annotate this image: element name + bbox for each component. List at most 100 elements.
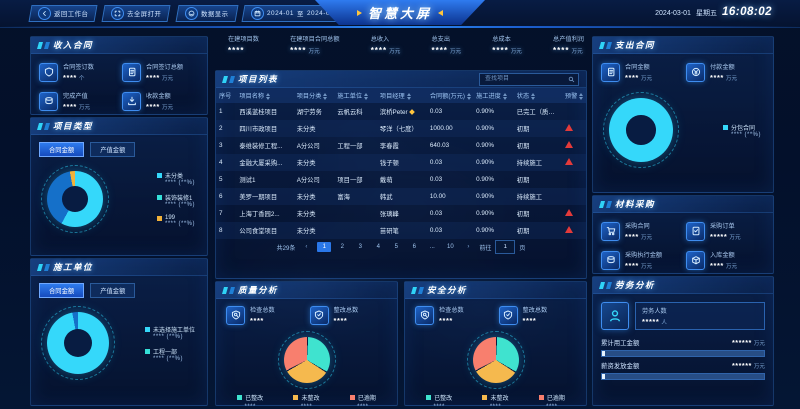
sort-icon[interactable] [406, 92, 411, 100]
display-icon [184, 7, 198, 20]
stat-text: 合同金额 **** 万元 [625, 62, 652, 82]
sort-icon[interactable] [466, 92, 471, 100]
legend-label: 未整改 [490, 396, 509, 402]
table-row[interactable]: 6 美罗一期项目 未分类 富海 韩武 10.00 0.90% 持续施工 [216, 188, 586, 205]
vip-badge-icon [408, 109, 415, 115]
next-page-button[interactable]: › [467, 244, 470, 250]
table-cell: 1 [219, 108, 223, 115]
project-search-box[interactable] [479, 72, 579, 86]
stat-text: 采购订单 ***** 万元 [710, 221, 741, 241]
fullscreen-open-button[interactable]: 去全屏打开 [101, 5, 172, 22]
sort-icon[interactable] [531, 92, 536, 100]
current-date: 2024-03-01 [655, 10, 691, 17]
stat-item: 采购合同 **** 万元 [601, 221, 680, 241]
column-header[interactable]: 项目名称 [236, 88, 294, 103]
column-header[interactable]: 项目经理 [376, 88, 427, 103]
data-display-toggle-button[interactable]: 数据显示 [175, 5, 238, 22]
legend-item[interactable]: 未选择施工单位 **** (**%) [144, 325, 195, 340]
legend-item[interactable]: 装饰装修1 **** (**%) [156, 193, 195, 208]
stat-value: **** 万元 [625, 261, 653, 270]
title-deco [605, 281, 613, 289]
stat-label: 总产值利润 [553, 36, 584, 43]
sort-icon[interactable] [579, 92, 584, 100]
sort-icon[interactable] [323, 92, 328, 100]
table-cell: 未分类 [293, 222, 335, 239]
table-row[interactable]: 1 西溪蓝桂项目 湖宁劳务 云帆云科 滨桥Peter 0.03 0.90% 已完工（质保... [216, 103, 586, 120]
column-header[interactable]: 项目分类 [293, 88, 335, 103]
table-row[interactable]: 5 测试1 A分公司 项目一部 戴萌 0.03 0.90% 初期 [216, 171, 586, 188]
column-header[interactable]: 预警 [561, 88, 586, 103]
legend-item[interactable]: 工程一部 **** (**%) [144, 347, 195, 362]
table-row[interactable]: 7 上海丁香园2... 未分类 张璃峰 0.03 0.90% 初期 [216, 205, 586, 222]
button-label: 去全屏打开 [127, 11, 162, 18]
table-cell: 湖宁劳务 [296, 109, 322, 116]
goto-page-input[interactable] [495, 240, 516, 254]
page-button[interactable]: 1 [317, 242, 332, 252]
legend-item[interactable]: 已逾期 **** [349, 393, 376, 409]
table-cell: 0.90% [476, 108, 494, 115]
legend-value: **** (**%) [152, 355, 183, 362]
column-header[interactable]: 状态 [513, 88, 562, 103]
page-button[interactable]: 3 [358, 244, 362, 250]
legend-item[interactable]: 已整改 **** [237, 393, 263, 409]
construction-unit-panel: 施工单位 合同金额 产值金额 未选择施工单位 **** (**%) 工程一部 ****… [30, 258, 208, 406]
stat-item: 合同签订数 **** 个 [39, 62, 116, 82]
stat-value: **** 万元 [710, 73, 738, 82]
table-cell: 未分类 [293, 154, 335, 171]
legend-item[interactable]: 已逾期 **** [538, 393, 565, 409]
tab-contract-amount[interactable]: 合同金额 [39, 283, 85, 298]
legend-item[interactable]: 分包合同 **** (**%) [722, 123, 761, 138]
sort-icon[interactable] [502, 92, 507, 100]
table-row[interactable]: 8 公司食堂项目 未分类 苗研笔 0.03 0.90% 初期 [216, 222, 586, 239]
legend-item[interactable]: 已整改 **** [426, 393, 452, 409]
legend-label-row: 已整改 [426, 393, 452, 402]
legend-label-row: 已整改 [237, 393, 263, 402]
page-button[interactable]: 6 [412, 244, 416, 250]
date-range-picker[interactable]: 2024-01 至 2024-03 [241, 5, 344, 22]
table-row[interactable]: 3 泰维装修工程... A分公司 工程一部 李春霞 640.03 0.90% 初期 [216, 137, 586, 154]
tab-output-amount[interactable]: 产值金额 [90, 142, 136, 157]
prev-page-button[interactable]: ‹ [305, 244, 308, 250]
table-cell: 0.03 [426, 222, 474, 239]
sort-icon[interactable] [266, 92, 271, 100]
project-search-input[interactable] [483, 75, 568, 83]
title-deco [36, 122, 44, 130]
donut-graphic [609, 98, 673, 162]
bar-unit: 万元 [753, 364, 765, 370]
title-deco [410, 286, 418, 294]
column-header[interactable]: 施工单位 [334, 88, 377, 103]
legend-item[interactable]: 未分类 **** (**%) [156, 171, 195, 186]
sort-icon[interactable] [364, 92, 369, 100]
table-row[interactable]: 2 四川市政项目 未分类 琴洋（七度） 1000.00 0.90% 初期 [216, 120, 586, 137]
table-row[interactable]: 4 金融大厦采购... 未分类 钱子顿 0.03 0.90% 持续施工 [216, 154, 586, 171]
legend-item[interactable]: 未整改 **** [482, 393, 509, 409]
tab-output-amount[interactable]: 产值金额 [90, 283, 136, 298]
legend-item[interactable]: 未整改 **** [293, 393, 320, 409]
top-stat-item: 总产值利润 **** 万元 [553, 34, 584, 55]
search-icon[interactable] [568, 76, 575, 83]
legend-item[interactable]: 199 **** (**%) [156, 215, 195, 227]
column-header[interactable]: 序号 [216, 88, 237, 103]
page-button[interactable]: 10 [446, 244, 454, 250]
stat-item: 完成产值 **** 万元 [39, 91, 116, 111]
page-button[interactable]: 4 [376, 244, 380, 250]
stat-label: 入库金额 [710, 252, 735, 259]
table-cell: 6 [216, 188, 237, 205]
table-cell: 公司食堂项目 [236, 222, 294, 239]
tab-contract-amount[interactable]: 合同金额 [39, 142, 85, 157]
doc-icon [601, 62, 620, 82]
page-button[interactable]: 5 [394, 244, 398, 250]
column-header[interactable]: 合同额(万元) [426, 88, 474, 103]
back-to-workbench-button[interactable]: 返回工作台 [28, 5, 98, 22]
column-header[interactable]: 施工进度 [473, 88, 514, 103]
material-procurement-panel: 材料采购 采购合同 **** 万元 采购订单 ***** 万元 采购执行金额 **** 万元 入库… [592, 195, 774, 274]
stat-text: 收款金额 **** 万元 [146, 91, 173, 111]
table-cell [334, 222, 377, 239]
legend-value: **** (**%) [152, 333, 183, 340]
stat-item: 整改总数 **** [309, 305, 388, 325]
table-cell: 0.03 [429, 108, 443, 115]
labor-bars: 累计用工金额 ****** 万元 薪资发放金额 ****** 万元 [593, 334, 773, 380]
stat-unit: 万元 [449, 49, 462, 55]
page-button[interactable]: 2 [340, 244, 344, 250]
safety-analysis-panel: 安全分析 检查总数 **** 整改总数 **** 已整改 **** 未整改 **** 已逾期 *… [404, 281, 587, 409]
